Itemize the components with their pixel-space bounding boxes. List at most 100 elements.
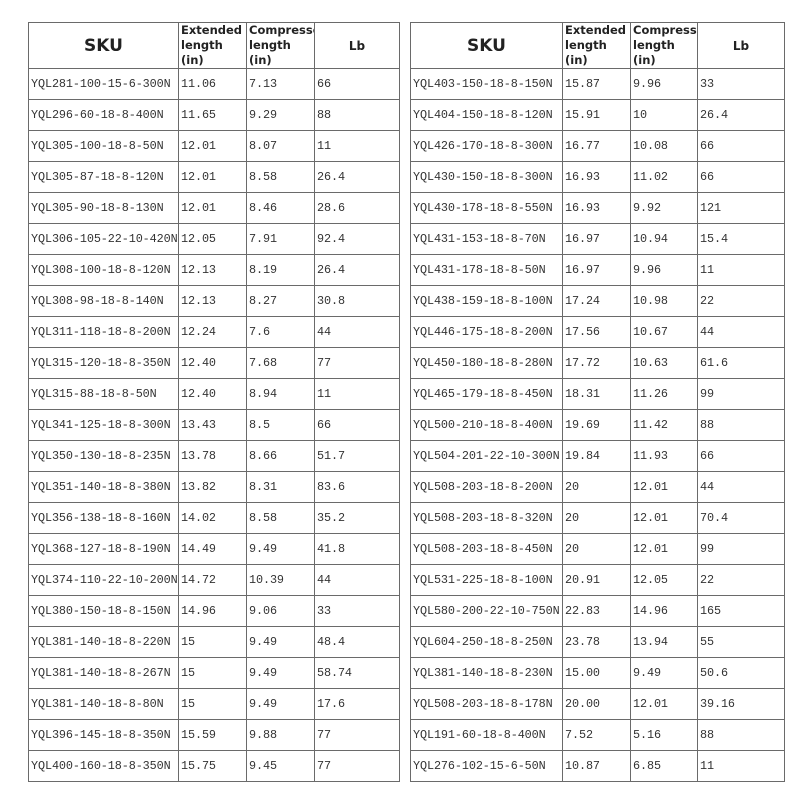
- extended-length-cell: 14.72: [178, 564, 247, 596]
- lb-cell: 50.6: [697, 657, 785, 689]
- sku-cell: YQL400-160-18-8-350N: [28, 750, 179, 782]
- compressed-length-cell: 8.31: [246, 471, 315, 503]
- extended-length-cell: 7.52: [562, 719, 631, 751]
- compressed-length-cell: 7.6: [246, 316, 315, 348]
- sku-cell: YQL431-178-18-8-50N: [410, 254, 563, 286]
- lb-cell: 28.6: [314, 192, 400, 224]
- table-row: YQL438-159-18-8-100N 17.24 10.98 22: [410, 285, 785, 317]
- compressed-length-cell: 9.49: [246, 657, 315, 689]
- table-row: YQL504-201-22-10-300N 19.84 11.93 66: [410, 440, 785, 472]
- lb-cell: 61.6: [697, 347, 785, 379]
- table-row: YQL351-140-18-8-380N 13.82 8.31 83.6: [28, 471, 400, 503]
- sku-cell: YQL500-210-18-8-400N: [410, 409, 563, 441]
- lb-cell: 58.74: [314, 657, 400, 689]
- compressed-length-cell: 9.49: [630, 657, 698, 689]
- sku-cell: YQL430-178-18-8-550N: [410, 192, 563, 224]
- extended-length-cell: 20: [562, 471, 631, 503]
- sku-cell: YQL531-225-18-8-100N: [410, 564, 563, 596]
- table-row: YQL341-125-18-8-300N 13.43 8.5 66: [28, 409, 400, 441]
- compressed-length-cell: 9.96: [630, 254, 698, 286]
- extended-length-cell: 12.40: [178, 347, 247, 379]
- extended-length-cell: 15.00: [562, 657, 631, 689]
- extended-length-cell: 10.87: [562, 750, 631, 782]
- sku-cell: YQL508-203-18-8-320N: [410, 502, 563, 534]
- lb-cell: 44: [697, 316, 785, 348]
- lb-cell: 44: [314, 316, 400, 348]
- extended-length-cell: 13.82: [178, 471, 247, 503]
- extended-length-cell: 14.02: [178, 502, 247, 534]
- sku-cell: YQL396-145-18-8-350N: [28, 719, 179, 751]
- lb-cell: 26.4: [697, 99, 785, 131]
- table-row: YQL381-140-18-8-230N 15.00 9.49 50.6: [410, 657, 785, 689]
- table-row: YQL308-98-18-8-140N 12.13 8.27 30.8: [28, 285, 400, 317]
- compressed-length-cell: 11.26: [630, 378, 698, 410]
- compressed-length-cell: 9.29: [246, 99, 315, 131]
- lb-cell: 33: [314, 595, 400, 627]
- lb-cell: 88: [697, 719, 785, 751]
- compressed-length-cell: 9.49: [246, 688, 315, 720]
- compressed-length-cell: 10.08: [630, 130, 698, 162]
- sku-cell: YQL504-201-22-10-300N: [410, 440, 563, 472]
- table-row: YQL296-60-18-8-400N 11.65 9.29 88: [28, 99, 400, 131]
- extended-length-cell: 20.91: [562, 564, 631, 596]
- table-row: YQL446-175-18-8-200N 17.56 10.67 44: [410, 316, 785, 348]
- table-row: YQL381-140-18-8-220N 15 9.49 48.4: [28, 626, 400, 658]
- sku-cell: YQL381-140-18-8-230N: [410, 657, 563, 689]
- table-row: YQL311-118-18-8-200N 12.24 7.6 44: [28, 316, 400, 348]
- table-row: YQL426-170-18-8-300N 16.77 10.08 66: [410, 130, 785, 162]
- sku-cell: YQL305-90-18-8-130N: [28, 192, 179, 224]
- compressed-length-cell: 12.01: [630, 688, 698, 720]
- table-row: YQL306-105-22-10-420N 12.05 7.91 92.4: [28, 223, 400, 255]
- extended-length-cell: 17.72: [562, 347, 631, 379]
- extended-length-cell: 17.56: [562, 316, 631, 348]
- table-row: YQL508-203-18-8-320N 20 12.01 70.4: [410, 502, 785, 534]
- lb-cell: 77: [314, 347, 400, 379]
- sku-cell: YQL306-105-22-10-420N: [28, 223, 179, 255]
- sku-cell: YQL311-118-18-8-200N: [28, 316, 179, 348]
- extended-length-cell: 14.49: [178, 533, 247, 565]
- lb-cell: 66: [314, 68, 400, 100]
- extended-length-cell: 19.69: [562, 409, 631, 441]
- lb-cell: 70.4: [697, 502, 785, 534]
- lb-cell: 48.4: [314, 626, 400, 658]
- compressed-length-cell: 12.01: [630, 502, 698, 534]
- table-row: YQL276-102-15-6-50N 10.87 6.85 11: [410, 750, 785, 782]
- table-row: YQL508-203-18-8-178N 20.00 12.01 39.16: [410, 688, 785, 720]
- extended-length-cell: 20.00: [562, 688, 631, 720]
- table-row: YQL305-100-18-8-50N 12.01 8.07 11: [28, 130, 400, 162]
- table-row: YQL308-100-18-8-120N 12.13 8.19 26.4: [28, 254, 400, 286]
- table-row: YQL430-178-18-8-550N 16.93 9.92 121: [410, 192, 785, 224]
- compressed-length-cell: 12.01: [630, 533, 698, 565]
- extended-length-cell: 15: [178, 657, 247, 689]
- compressed-length-cell: 5.16: [630, 719, 698, 751]
- compressed-length-cell: 8.58: [246, 502, 315, 534]
- header-row: SKU Extended length (in) Compressed leng…: [410, 22, 785, 69]
- lb-cell: 11: [697, 750, 785, 782]
- extended-length-cell: 13.43: [178, 409, 247, 441]
- extended-length-cell: 13.78: [178, 440, 247, 472]
- extended-length-cell: 16.77: [562, 130, 631, 162]
- extended-length-cell: 12.05: [178, 223, 247, 255]
- table-row: YQL396-145-18-8-350N 15.59 9.88 77: [28, 719, 400, 751]
- lb-cell: 15.4: [697, 223, 785, 255]
- compressed-length-cell: 9.88: [246, 719, 315, 751]
- extended-length-cell: 11.06: [178, 68, 247, 100]
- table-row: YQL403-150-18-8-150N 15.87 9.96 33: [410, 68, 785, 100]
- table-row: YQL465-179-18-8-450N 18.31 11.26 99: [410, 378, 785, 410]
- lb-cell: 17.6: [314, 688, 400, 720]
- extended-length-cell: 19.84: [562, 440, 631, 472]
- lb-cell: 83.6: [314, 471, 400, 503]
- extended-length-cell: 16.97: [562, 254, 631, 286]
- extended-length-cell: 15.75: [178, 750, 247, 782]
- compressed-length-cell: 9.49: [246, 626, 315, 658]
- sku-cell: YQL380-150-18-8-150N: [28, 595, 179, 627]
- compressed-length-cell: 10.98: [630, 285, 698, 317]
- header-compressed: Compressed length (in): [246, 22, 315, 69]
- sku-cell: YQL508-203-18-8-178N: [410, 688, 563, 720]
- extended-length-cell: 22.83: [562, 595, 631, 627]
- table-row: YQL430-150-18-8-300N 16.93 11.02 66: [410, 161, 785, 193]
- compressed-length-cell: 8.58: [246, 161, 315, 193]
- compressed-length-cell: 14.96: [630, 595, 698, 627]
- header-extended: Extended length (in): [562, 22, 631, 69]
- lb-cell: 22: [697, 285, 785, 317]
